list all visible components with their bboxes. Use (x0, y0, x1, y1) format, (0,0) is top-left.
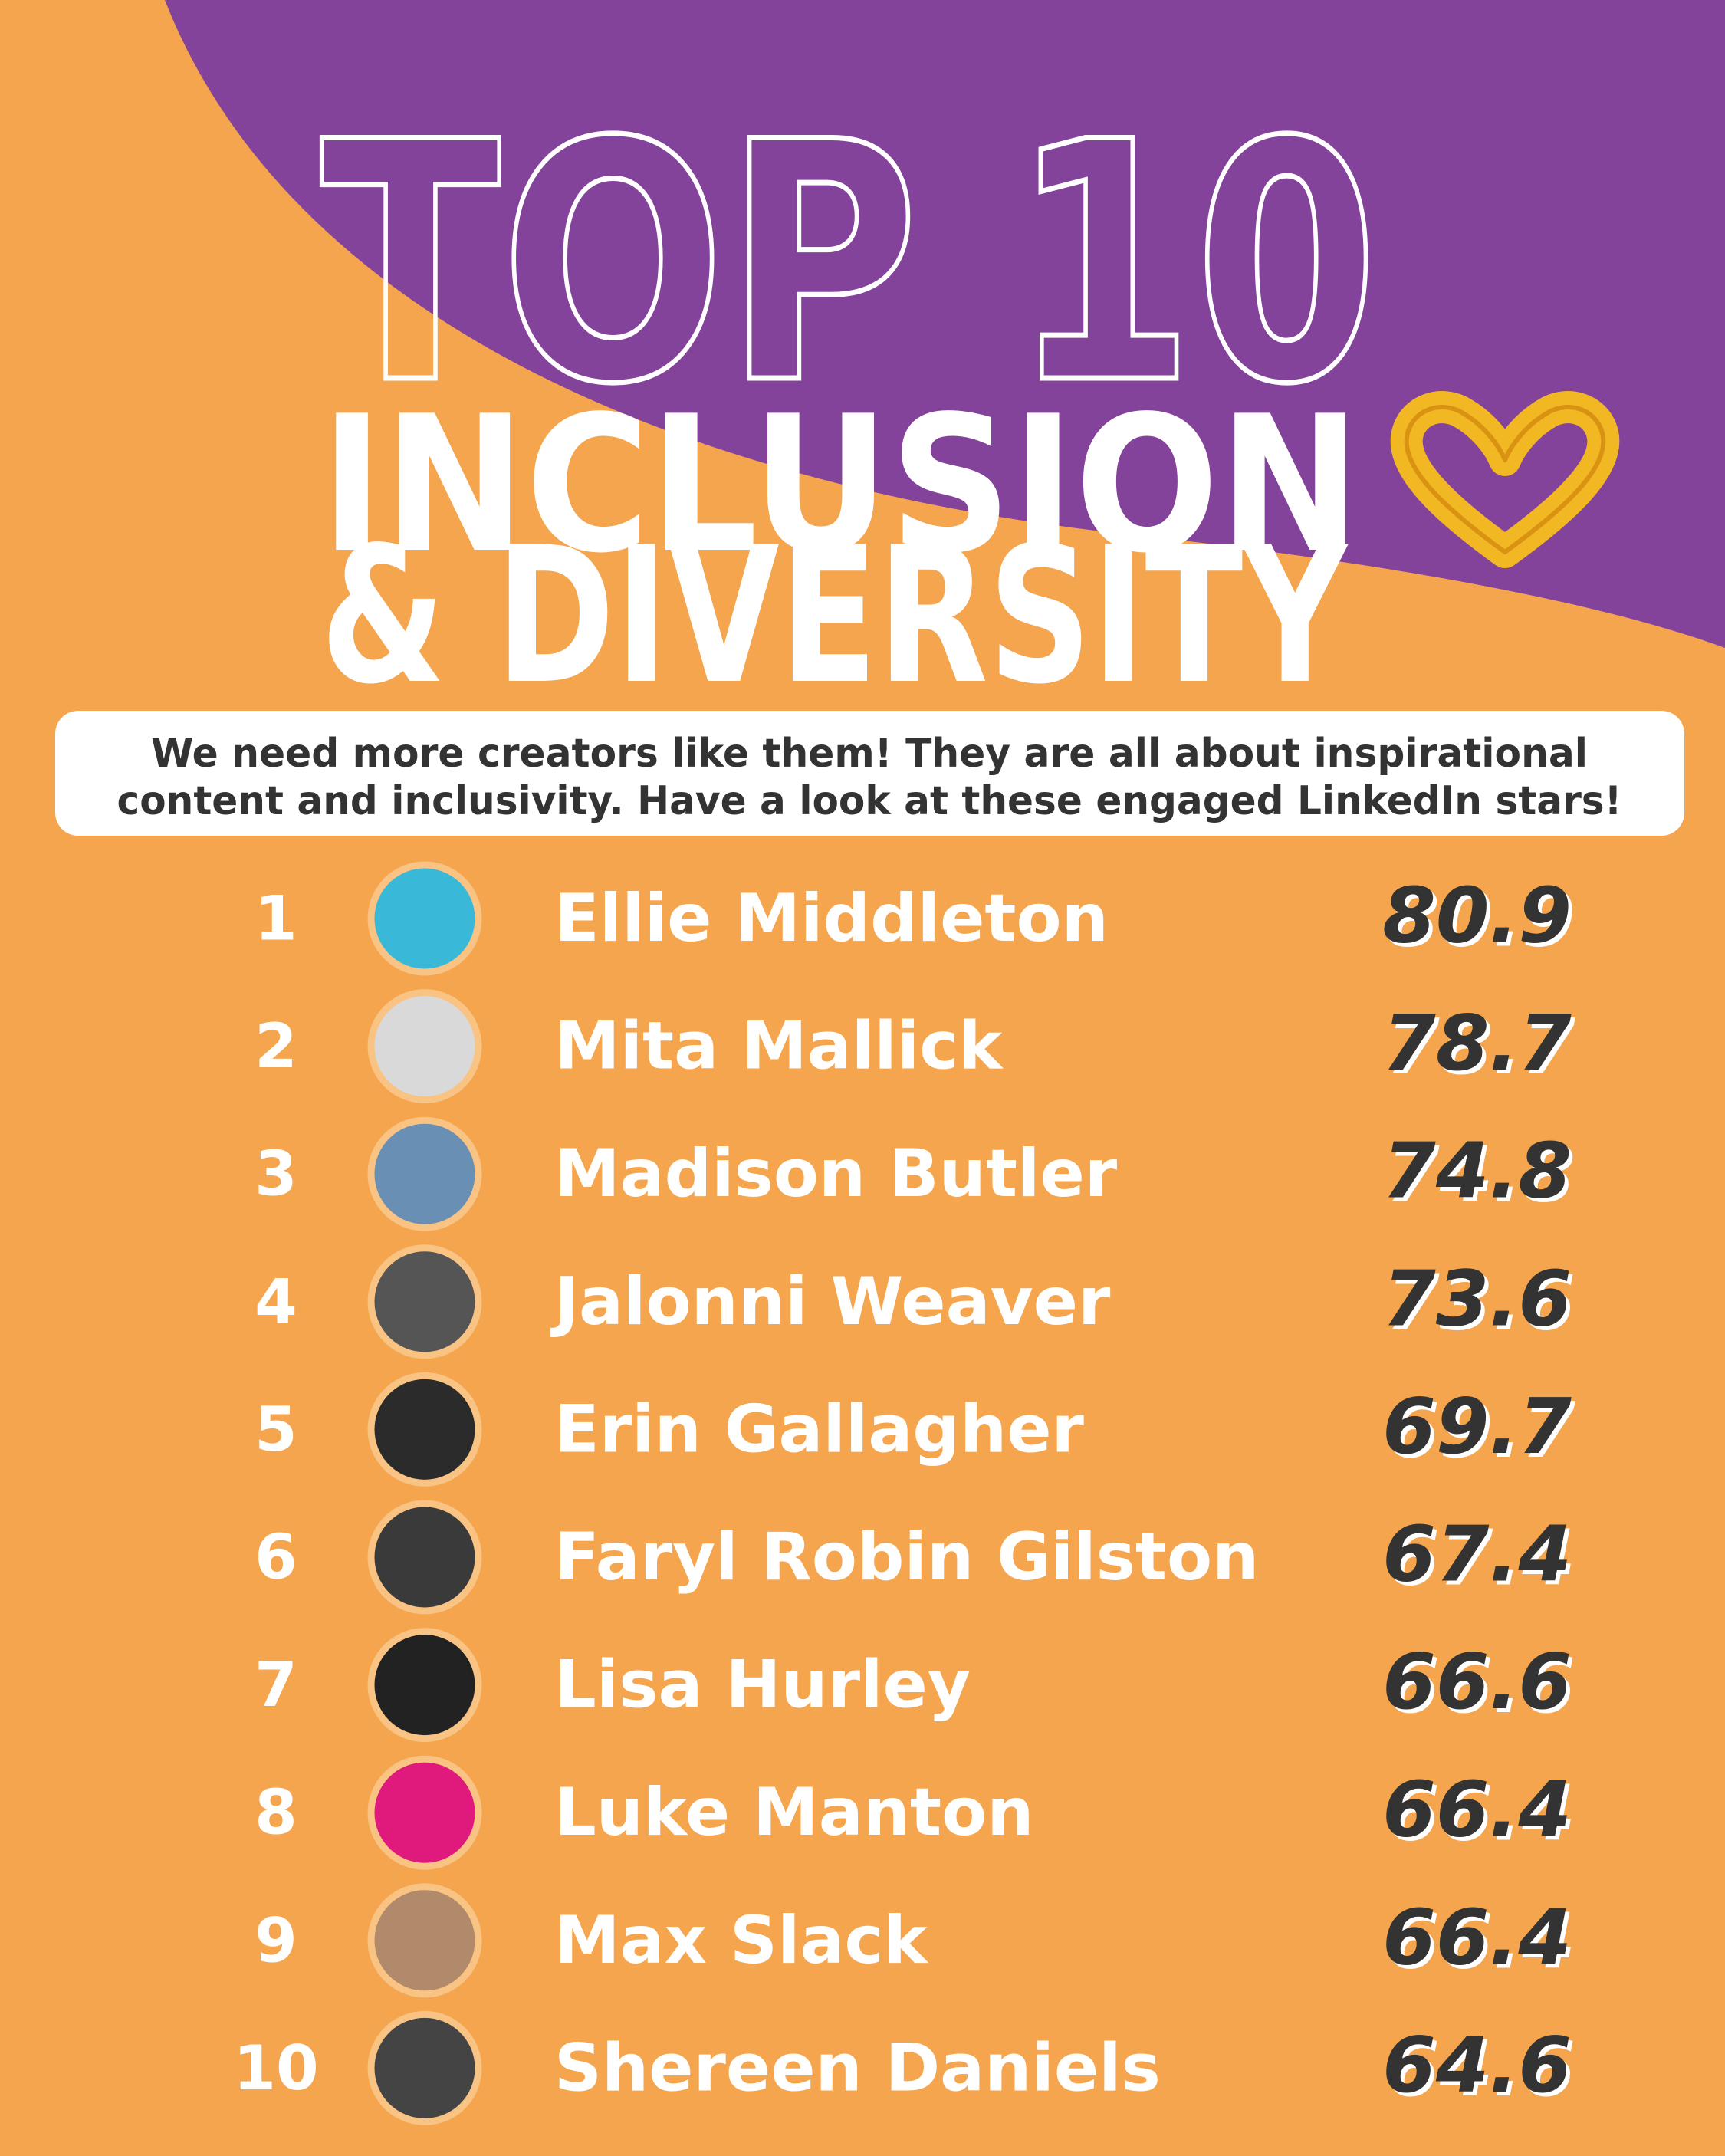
name: Luke Manton (554, 1774, 1033, 1851)
name: Max Slack (554, 1902, 928, 1979)
intro-line: content and inclusivity. Have a look at … (117, 778, 1622, 824)
avatar (367, 1372, 482, 1487)
name: Ellie Middleton (554, 880, 1109, 957)
avatar (367, 1500, 482, 1615)
rank: 1 (255, 883, 297, 955)
name: Faryl Robin Gilston (554, 1519, 1259, 1596)
intro-box (55, 711, 1684, 836)
rank: 5 (255, 1394, 297, 1465)
name: Jalonni Weaver (550, 1264, 1111, 1340)
avatar (367, 1628, 482, 1743)
score: 73.6 (1382, 1254, 1572, 1343)
score: 64.6 (1382, 2020, 1572, 2110)
rank: 8 (255, 1777, 297, 1849)
rank: 9 (255, 1905, 297, 1976)
score: 66.4 (1382, 1892, 1572, 1982)
avatar (367, 2010, 482, 2125)
ranking-list: 1 Ellie Middleton 80.9 2 Mita Mallick 78.7 3 Ma… (233, 861, 1572, 2125)
avatar (367, 1244, 482, 1359)
name: Shereen Daniels (554, 2029, 1161, 2106)
rank: 7 (255, 1649, 297, 1721)
rank: 10 (233, 2033, 318, 2104)
title-line: & DIVERSITY (320, 507, 1349, 725)
score: 69.7 (1382, 1382, 1572, 1471)
rank: 2 (255, 1011, 297, 1082)
score: 66.4 (1382, 1765, 1572, 1855)
rank: 3 (255, 1139, 297, 1210)
heart-hands-icon (1390, 391, 1620, 568)
purple-shape (165, 0, 1725, 648)
avatar (367, 1883, 482, 1998)
name: Lisa Hurley (554, 1647, 971, 1724)
avatar (367, 989, 482, 1104)
avatar (367, 861, 482, 976)
title: TOP 10 (320, 73, 1378, 456)
avatar (367, 1755, 482, 1870)
rank: 4 (255, 1266, 297, 1337)
score: 80.9 (1382, 871, 1572, 961)
avatar (367, 1116, 482, 1231)
name: Mita Mallick (554, 1008, 1004, 1085)
score: 67.4 (1382, 1510, 1572, 1599)
name: Erin Gallagher (554, 1391, 1085, 1467)
score: 74.8 (1382, 1126, 1572, 1216)
title-line: INCLUSION (320, 376, 1361, 594)
rank: 6 (255, 1522, 297, 1593)
name: Madison Butler (554, 1136, 1118, 1212)
score: 66.6 (1382, 1637, 1572, 1727)
score: 78.7 (1382, 998, 1572, 1088)
intro-line: We need more creators like them! They ar… (151, 731, 1588, 777)
